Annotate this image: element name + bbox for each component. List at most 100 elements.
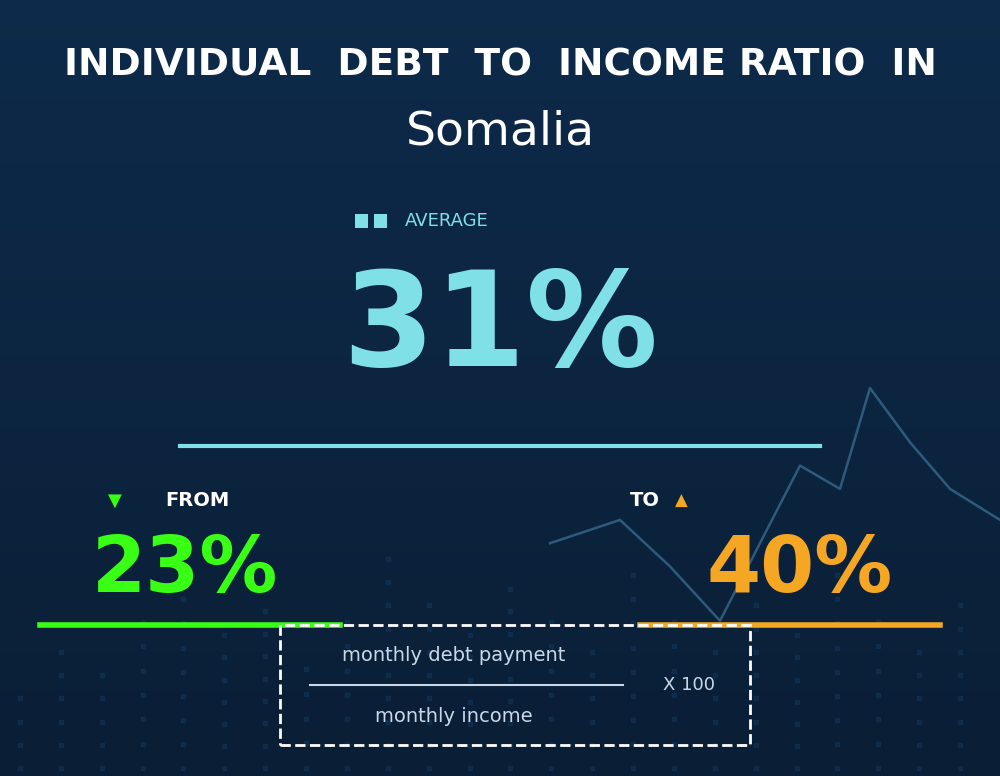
Bar <box>0 23 1000 31</box>
Bar <box>0 598 1000 605</box>
Bar <box>0 760 1000 768</box>
Bar <box>0 504 1000 512</box>
Bar <box>0 396 1000 404</box>
Text: 23%: 23% <box>92 532 278 608</box>
Bar <box>0 535 1000 543</box>
Bar <box>0 644 1000 652</box>
Bar <box>0 295 1000 303</box>
Bar <box>0 683 1000 691</box>
Bar <box>0 419 1000 427</box>
Bar <box>355 214 368 228</box>
Bar <box>0 582 1000 590</box>
Bar <box>0 497 1000 504</box>
Bar <box>0 753 1000 760</box>
Bar <box>0 380 1000 388</box>
Bar <box>0 272 1000 279</box>
Bar <box>0 660 1000 667</box>
Bar <box>0 109 1000 116</box>
Bar <box>0 372 1000 380</box>
Bar <box>0 698 1000 706</box>
Bar <box>0 217 1000 225</box>
Bar <box>0 178 1000 186</box>
Bar <box>0 256 1000 264</box>
Bar <box>0 722 1000 729</box>
Bar <box>0 85 1000 93</box>
Bar <box>0 155 1000 163</box>
Bar <box>0 16 1000 23</box>
Bar <box>0 489 1000 497</box>
Bar <box>0 303 1000 310</box>
Bar <box>0 559 1000 566</box>
Bar <box>0 473 1000 481</box>
Bar <box>0 729 1000 737</box>
Bar <box>0 241 1000 248</box>
Bar <box>0 47 1000 54</box>
Text: X 100: X 100 <box>663 676 715 694</box>
Bar <box>0 310 1000 318</box>
Bar <box>0 675 1000 683</box>
Text: Somalia: Somalia <box>405 109 595 154</box>
Bar <box>0 194 1000 202</box>
Text: monthly income: monthly income <box>375 707 533 726</box>
Bar <box>0 116 1000 124</box>
Bar <box>0 210 1000 217</box>
Bar <box>0 54 1000 62</box>
Bar <box>0 543 1000 551</box>
Bar <box>0 62 1000 70</box>
Text: AVERAGE: AVERAGE <box>405 212 489 230</box>
Bar <box>0 341 1000 349</box>
Text: INDIVIDUAL  DEBT  TO  INCOME RATIO  IN: INDIVIDUAL DEBT TO INCOME RATIO IN <box>64 48 936 84</box>
Bar <box>0 613 1000 621</box>
Bar <box>0 442 1000 450</box>
Bar <box>0 233 1000 241</box>
Bar <box>0 574 1000 582</box>
Bar <box>0 435 1000 442</box>
Bar <box>0 8 1000 16</box>
Bar <box>0 481 1000 489</box>
Bar <box>374 214 387 228</box>
Bar <box>0 0 1000 8</box>
Bar <box>0 621 1000 629</box>
Bar <box>0 225 1000 233</box>
Bar <box>0 691 1000 698</box>
Bar <box>0 404 1000 411</box>
Text: 31%: 31% <box>342 266 658 393</box>
Bar <box>0 745 1000 753</box>
Bar <box>0 636 1000 644</box>
Bar <box>0 349 1000 357</box>
Bar <box>0 466 1000 473</box>
Bar <box>0 31 1000 39</box>
Bar <box>0 326 1000 334</box>
Bar <box>0 101 1000 109</box>
Bar <box>0 264 1000 272</box>
Bar <box>0 512 1000 520</box>
Bar <box>0 605 1000 613</box>
Bar <box>0 124 1000 132</box>
Bar <box>0 78 1000 85</box>
Bar <box>0 357 1000 365</box>
Bar <box>0 93 1000 101</box>
Bar <box>0 248 1000 256</box>
Bar <box>0 147 1000 155</box>
Bar <box>0 706 1000 714</box>
Bar <box>0 528 1000 535</box>
Bar <box>0 714 1000 722</box>
Bar <box>280 625 750 745</box>
Bar <box>0 202 1000 210</box>
Text: ▲: ▲ <box>675 491 688 510</box>
Bar <box>0 737 1000 745</box>
Bar <box>0 70 1000 78</box>
Bar <box>0 365 1000 372</box>
Bar <box>0 186 1000 194</box>
Bar <box>0 427 1000 435</box>
Bar <box>0 132 1000 140</box>
Bar <box>0 551 1000 559</box>
Bar <box>0 279 1000 287</box>
Bar <box>0 171 1000 178</box>
Bar <box>0 411 1000 419</box>
Bar <box>0 450 1000 458</box>
Bar <box>0 318 1000 326</box>
Text: ▼: ▼ <box>108 491 122 510</box>
Bar <box>0 334 1000 341</box>
Text: FROM: FROM <box>165 491 229 510</box>
